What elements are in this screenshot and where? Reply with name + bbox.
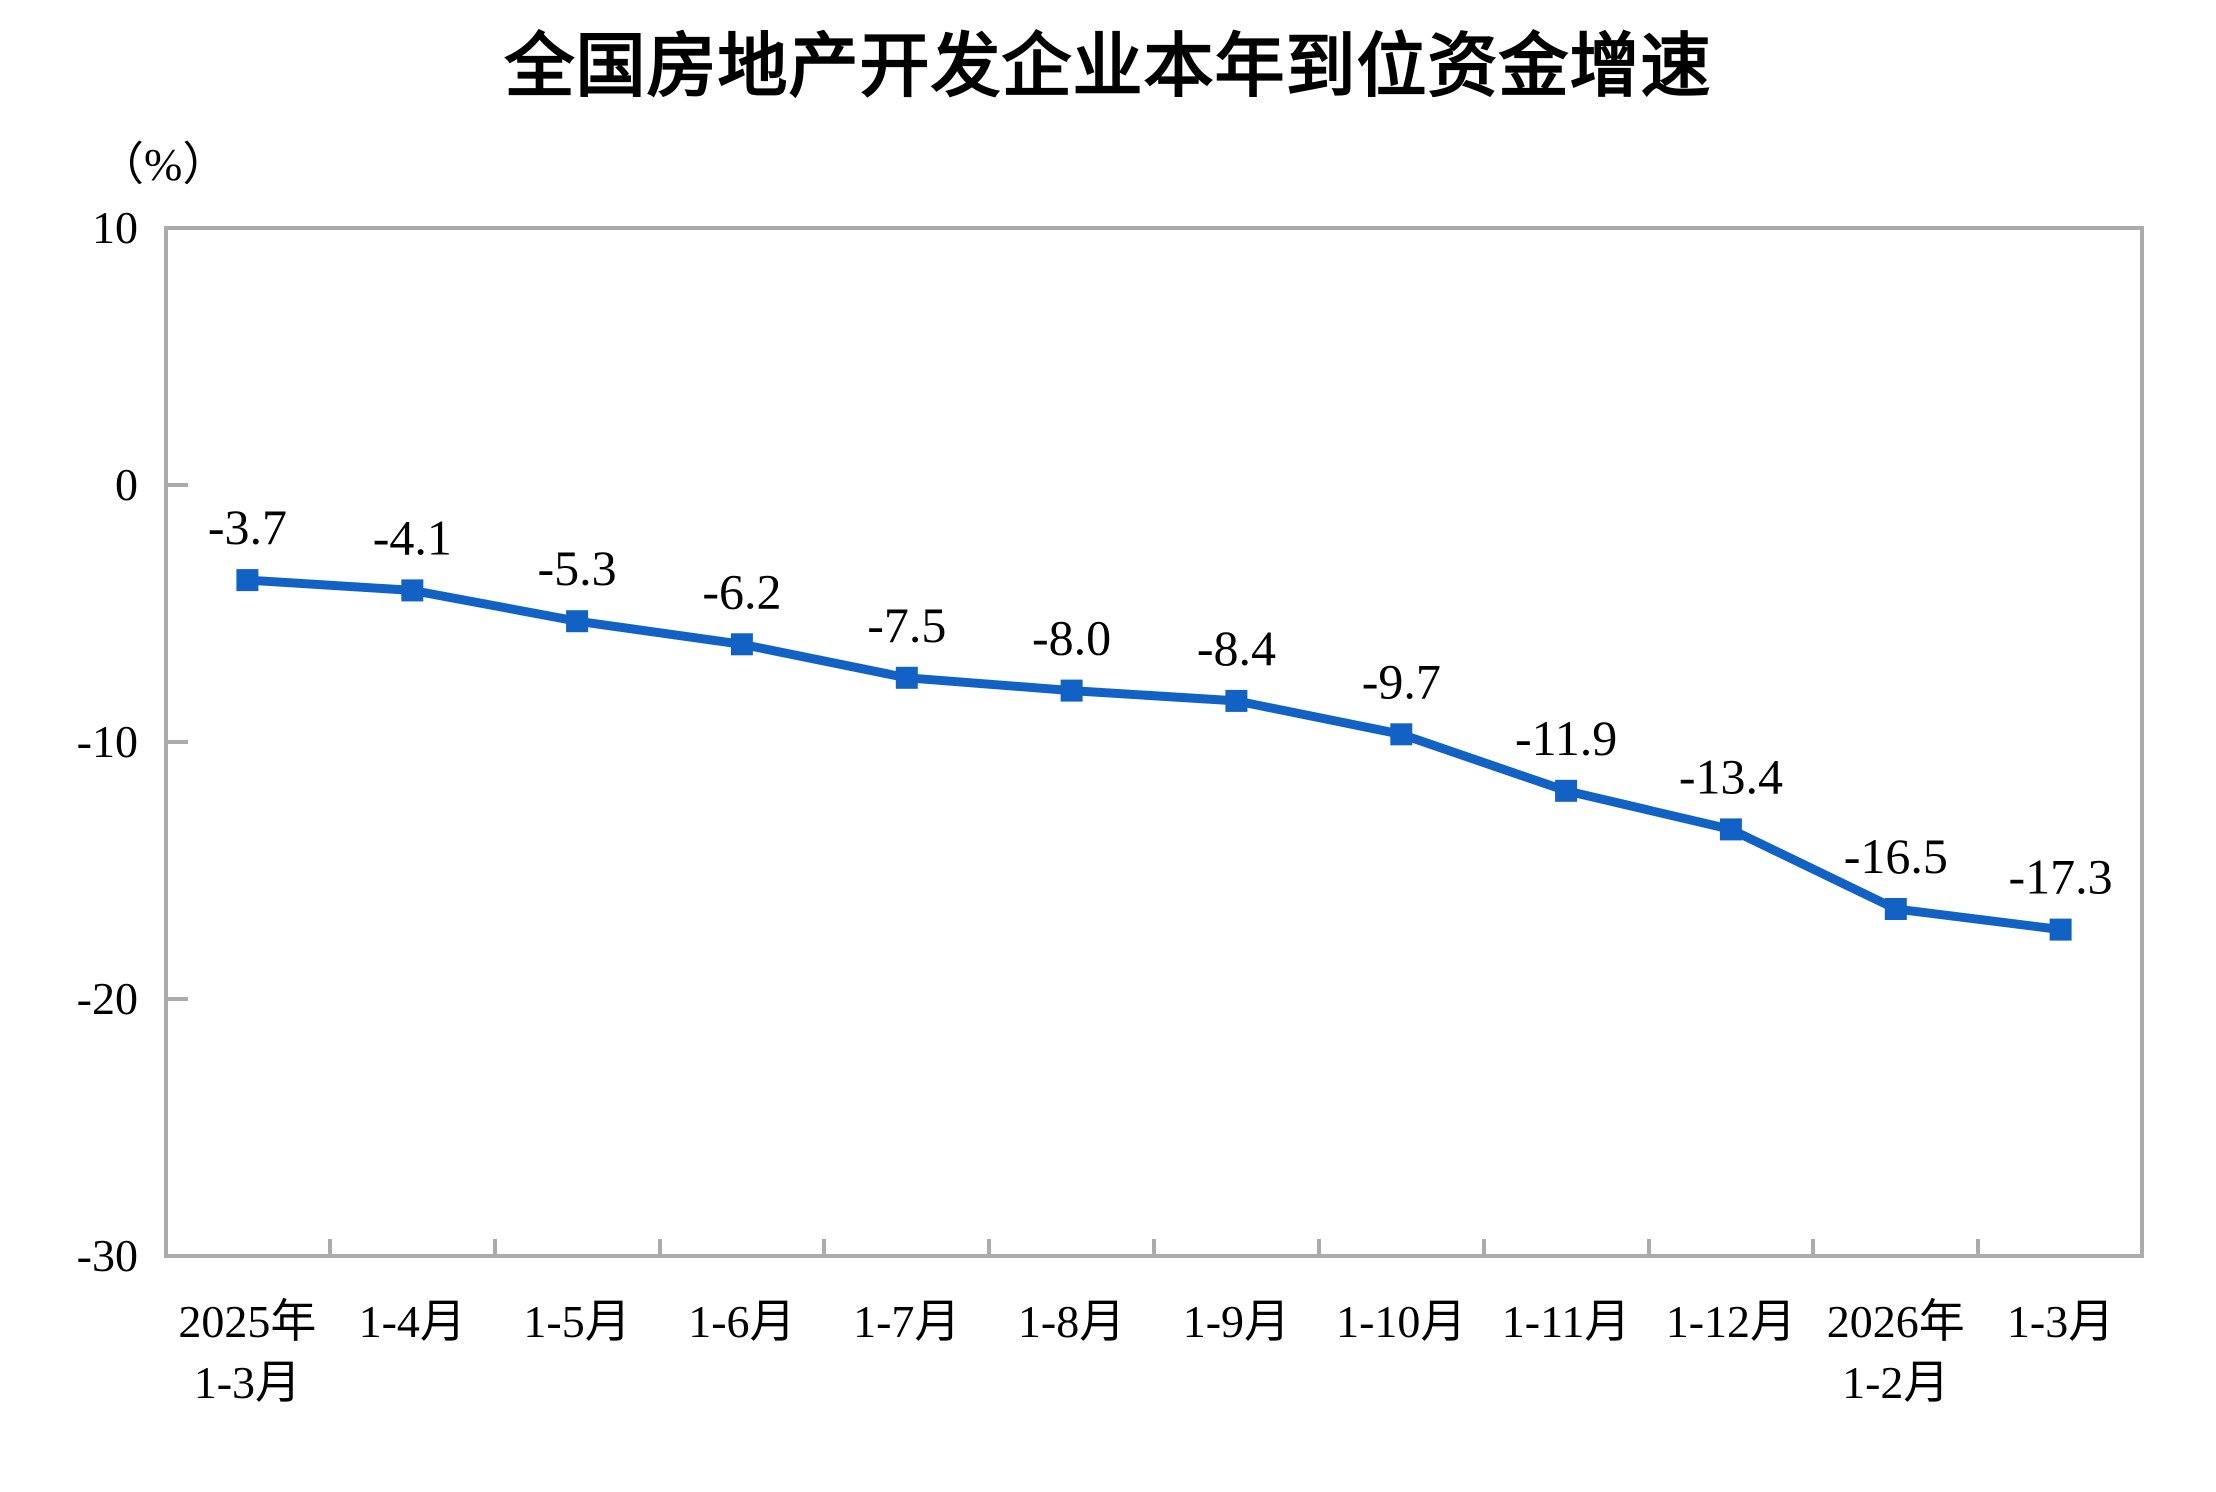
- x-axis-tick-label: 1-12月: [1665, 1296, 1797, 1347]
- y-axis-tick-label: 0: [115, 459, 138, 510]
- data-point-label: -4.1: [373, 509, 452, 565]
- x-axis-tick-label: 2026年 1-2月: [1826, 1296, 1965, 1408]
- data-point-label: -8.4: [1197, 620, 1276, 676]
- data-point-marker: [895, 666, 918, 689]
- data-point-marker: [1555, 779, 1578, 802]
- y-axis-tick-mark: [168, 483, 188, 487]
- data-point-label: -9.7: [1362, 653, 1441, 709]
- series-plot: -3.7 -4.1 -5.3 -6.2 -7.5 -8.0 -8.4 -9.7 -11.9 -13…: [208, 499, 2113, 941]
- data-point-label: -16.5: [1844, 828, 1948, 884]
- data-point-marker: [730, 633, 753, 656]
- x-axis-tick-mark: [1976, 1239, 1981, 1254]
- y-axis-tick-mark: [168, 740, 188, 744]
- data-point-marker: [1225, 689, 1248, 712]
- x-axis-tick-mark: [1481, 1239, 1486, 1254]
- plot-area-frame: [164, 226, 2144, 1258]
- x-axis-tick-label: 1-8月: [1017, 1296, 1126, 1347]
- x-axis-tick-mark: [492, 1239, 497, 1254]
- data-point-label: -11.9: [1515, 710, 1617, 766]
- x-axis-tick-label: 1-9月: [1182, 1296, 1291, 1347]
- data-point-label: -17.3: [2009, 849, 2113, 905]
- x-axis-tick-mark: [657, 1239, 662, 1254]
- y-axis-tick-label: -20: [76, 973, 138, 1024]
- data-point-marker: [566, 610, 589, 633]
- y-axis-tick-label: 10: [92, 202, 138, 253]
- y-axis-tick-label: -30: [76, 1230, 138, 1281]
- x-axis-tick-mark: [822, 1239, 827, 1254]
- series-line: [247, 575, 2062, 935]
- data-point-label: -8.0: [1032, 610, 1111, 666]
- x-axis-tick-label: 1-6月: [688, 1296, 796, 1347]
- x-axis-tick-label: 2025年 1-3月: [178, 1296, 317, 1408]
- data-point-marker: [1060, 679, 1083, 702]
- y-axis-tick-mark: [168, 997, 188, 1001]
- x-axis-tick-label: 1-5月: [523, 1296, 631, 1347]
- x-axis-tick-label: 1-4月: [358, 1296, 466, 1347]
- data-point-marker: [1390, 723, 1413, 746]
- x-axis-tick-mark: [327, 1239, 332, 1254]
- x-axis-tick-mark: [987, 1239, 992, 1254]
- data-point-label: -7.5: [867, 597, 946, 653]
- data-point-label: -6.2: [702, 563, 781, 619]
- x-axis-tick-mark: [1646, 1239, 1651, 1254]
- y-axis-tick-label: -10: [76, 716, 138, 767]
- data-point-marker: [1719, 818, 1742, 841]
- data-point-marker: [1884, 898, 1907, 920]
- x-axis-tick-label: 1-10月: [1336, 1296, 1467, 1347]
- y-axis-unit-label: （%）: [98, 139, 229, 190]
- x-axis-tick-mark: [1152, 1239, 1156, 1254]
- data-point-marker: [2049, 918, 2072, 941]
- data-point-marker: [401, 579, 424, 602]
- data-point-marker: [236, 569, 259, 592]
- x-axis-tick-mark: [1811, 1239, 1816, 1254]
- x-axis-tick-label: 1-3月: [2006, 1296, 2115, 1347]
- data-point-label: -13.4: [1679, 748, 1783, 804]
- x-axis-tick-mark: [1316, 1239, 1321, 1254]
- data-point-label: -5.3: [538, 540, 617, 596]
- x-axis-tick-label: 1-11月: [1501, 1296, 1631, 1347]
- x-axis-tick-label: 1-7月: [853, 1296, 961, 1347]
- chart-title: 全国房地产开发企业本年到位资金增速: [504, 27, 1712, 105]
- data-point-label: -3.7: [208, 499, 287, 555]
